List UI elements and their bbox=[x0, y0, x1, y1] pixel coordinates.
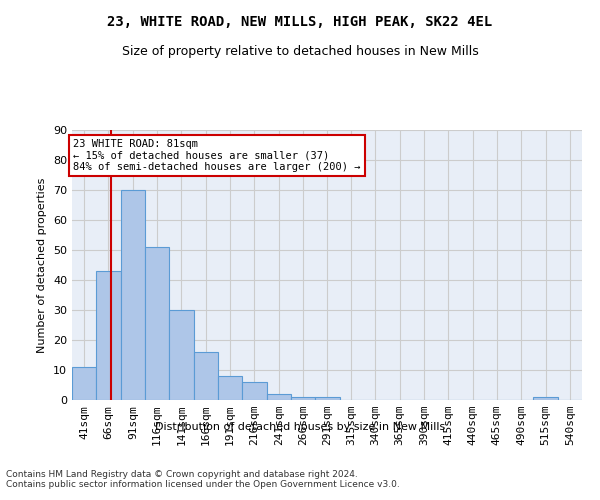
Bar bbox=[121, 190, 145, 400]
Y-axis label: Number of detached properties: Number of detached properties bbox=[37, 178, 47, 352]
Bar bbox=[533, 397, 557, 400]
Bar bbox=[316, 397, 340, 400]
Text: Distribution of detached houses by size in New Mills: Distribution of detached houses by size … bbox=[155, 422, 445, 432]
Text: Size of property relative to detached houses in New Mills: Size of property relative to detached ho… bbox=[122, 45, 478, 58]
Bar bbox=[97, 271, 121, 400]
Bar bbox=[291, 397, 316, 400]
Bar bbox=[242, 382, 266, 400]
Text: 23 WHITE ROAD: 81sqm
← 15% of detached houses are smaller (37)
84% of semi-detac: 23 WHITE ROAD: 81sqm ← 15% of detached h… bbox=[73, 139, 361, 172]
Bar bbox=[72, 367, 97, 400]
Bar bbox=[266, 394, 291, 400]
Text: Contains HM Land Registry data © Crown copyright and database right 2024.
Contai: Contains HM Land Registry data © Crown c… bbox=[6, 470, 400, 490]
Bar bbox=[194, 352, 218, 400]
Bar bbox=[218, 376, 242, 400]
Bar bbox=[169, 310, 194, 400]
Text: 23, WHITE ROAD, NEW MILLS, HIGH PEAK, SK22 4EL: 23, WHITE ROAD, NEW MILLS, HIGH PEAK, SK… bbox=[107, 15, 493, 29]
Bar bbox=[145, 247, 169, 400]
